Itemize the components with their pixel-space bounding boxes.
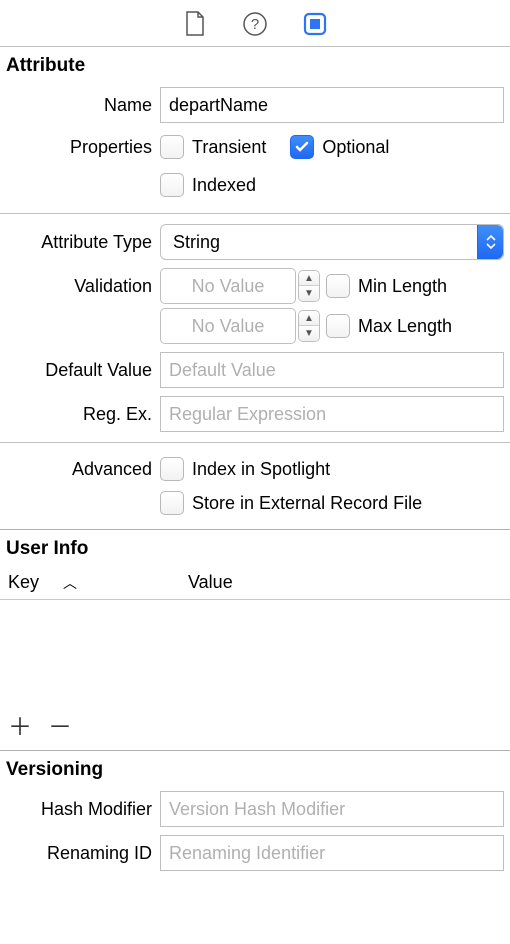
indexed-label: Indexed xyxy=(192,175,256,196)
sort-chevron-icon[interactable]: ︿ xyxy=(63,573,77,593)
advanced-label: Advanced xyxy=(6,459,160,480)
svg-text:?: ? xyxy=(251,16,259,33)
inspector-icon[interactable] xyxy=(301,10,329,38)
regex-label: Reg. Ex. xyxy=(6,404,160,425)
renaming-id-label: Renaming ID xyxy=(6,843,160,864)
max-length-checkbox[interactable] xyxy=(326,314,350,338)
optional-checkbox[interactable] xyxy=(290,135,314,159)
regex-input[interactable] xyxy=(160,396,504,432)
name-input[interactable] xyxy=(160,87,504,123)
add-button[interactable]: ＋ xyxy=(8,716,32,740)
userinfo-key-header[interactable]: Key xyxy=(8,572,39,593)
attribute-section-title: Attribute xyxy=(0,47,510,83)
spotlight-label: Index in Spotlight xyxy=(192,459,330,480)
transient-checkbox[interactable] xyxy=(160,135,184,159)
inspector-toolbar: ? xyxy=(0,0,510,47)
help-icon[interactable]: ? xyxy=(241,10,269,38)
renaming-id-input[interactable] xyxy=(160,835,504,871)
min-length-label: Min Length xyxy=(358,276,447,297)
external-record-label: Store in External Record File xyxy=(192,493,422,514)
hash-modifier-label: Hash Modifier xyxy=(6,799,160,820)
file-icon[interactable] xyxy=(181,10,209,38)
versioning-section-title: Versioning xyxy=(0,751,510,787)
chevron-updown-icon xyxy=(477,225,503,259)
spotlight-checkbox[interactable] xyxy=(160,457,184,481)
remove-button[interactable]: － xyxy=(48,716,72,740)
external-record-checkbox[interactable] xyxy=(160,491,184,515)
indexed-checkbox[interactable] xyxy=(160,173,184,197)
attribute-type-select[interactable]: String xyxy=(160,224,504,260)
default-value-label: Default Value xyxy=(6,360,160,381)
max-length-label: Max Length xyxy=(358,316,452,337)
max-value-input[interactable] xyxy=(160,308,296,344)
transient-label: Transient xyxy=(192,137,266,158)
attribute-type-label: Attribute Type xyxy=(6,232,160,253)
min-value-input[interactable] xyxy=(160,268,296,304)
attribute-type-value: String xyxy=(173,232,220,253)
max-length-stepper[interactable]: ▲▼ xyxy=(160,308,320,344)
userinfo-table-header: Key ︿ Value xyxy=(0,566,510,600)
max-stepper-buttons[interactable]: ▲▼ xyxy=(298,310,320,342)
min-stepper-buttons[interactable]: ▲▼ xyxy=(298,270,320,302)
hash-modifier-input[interactable] xyxy=(160,791,504,827)
userinfo-value-header[interactable]: Value xyxy=(188,572,233,593)
name-label: Name xyxy=(6,95,160,116)
optional-label: Optional xyxy=(322,137,389,158)
properties-label: Properties xyxy=(6,137,160,158)
min-length-checkbox[interactable] xyxy=(326,274,350,298)
userinfo-section-title: User Info xyxy=(0,530,510,566)
default-value-input[interactable] xyxy=(160,352,504,388)
validation-label: Validation xyxy=(6,276,160,297)
min-length-stepper[interactable]: ▲▼ xyxy=(160,268,320,304)
userinfo-table-body xyxy=(0,600,510,710)
